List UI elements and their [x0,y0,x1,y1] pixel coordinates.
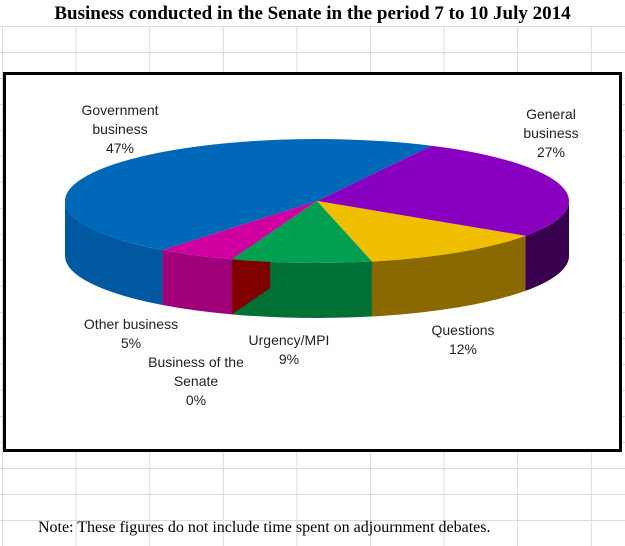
pie-slice-4 [162,201,317,260]
label-questions: Questions 12% [431,322,495,357]
label-other: Other business 5% [83,316,179,351]
pie-slice-1 [317,201,526,262]
chart-area[interactable]: Government business 47% General business 2… [3,72,622,452]
pie-side-5 [64,201,163,305]
pie-side-4 [162,249,232,315]
pie-side-0 [525,201,569,291]
label-senate: Business of the Senate 0% [148,354,244,408]
pie-slice-2 [231,201,372,263]
pie-slice-0 [317,145,569,236]
label-government: Government business 47% [81,102,159,156]
label-general: General business 27% [523,106,579,160]
pie-chart [64,139,569,318]
chart-note: Note: These figures do not include time … [38,519,491,536]
pie-side-1 [371,235,526,317]
pie-slice-5 [65,139,432,250]
chart-title: Business conducted in the Senate in the … [0,0,625,26]
label-urgency: Urgency/MPI 9% [248,332,330,367]
